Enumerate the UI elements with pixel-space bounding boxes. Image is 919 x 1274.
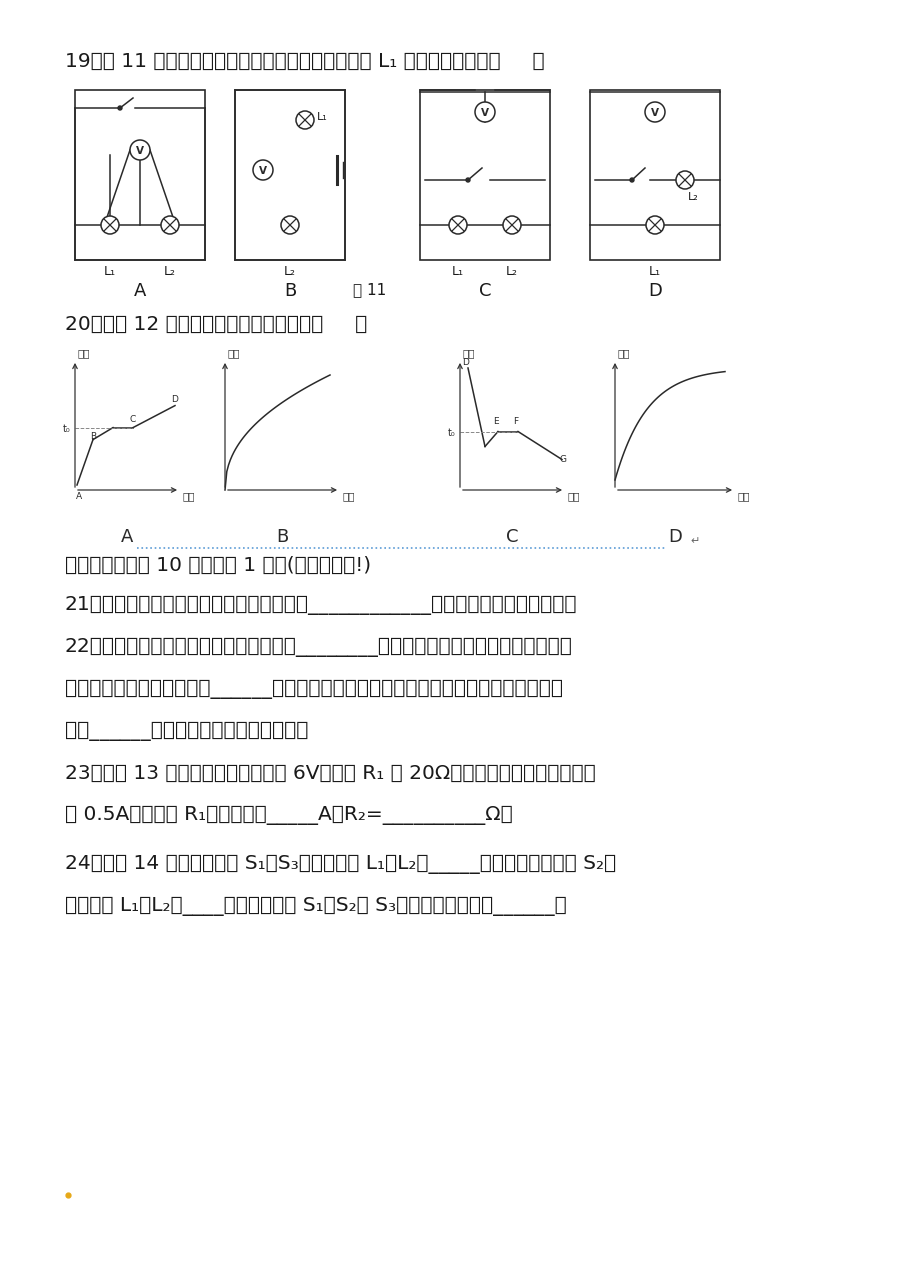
Text: L₁: L₁: [104, 265, 116, 278]
Text: C: C: [130, 414, 136, 423]
Circle shape: [161, 217, 179, 234]
Text: 温度: 温度: [78, 348, 90, 358]
Text: C: C: [478, 282, 491, 299]
Text: D: D: [667, 527, 681, 547]
Text: 时间: 时间: [183, 490, 196, 501]
Text: E: E: [493, 417, 498, 426]
Text: D: D: [462, 358, 469, 367]
Circle shape: [630, 178, 633, 182]
Text: 24、如图 14 所示，当开关 S₁、S₃闭合时，灯 L₁、L₂是_____联的，当只有开关 S₂闭: 24、如图 14 所示，当开关 S₁、S₃闭合时，灯 L₁、L₂是_____联的…: [65, 855, 616, 874]
Text: 时要______热，菜窖内的温度不致太低。: 时要______热，菜窖内的温度不致太低。: [65, 722, 308, 741]
Text: L₁: L₁: [317, 112, 327, 122]
Text: 21、用砂轮磨刀具，刀具会发烫，这是利用____________的形式来改变刀具的内能。: 21、用砂轮磨刀具，刀具会发烫，这是利用____________的形式来改变刀具…: [65, 596, 577, 615]
Text: A: A: [133, 282, 146, 299]
Text: G: G: [559, 455, 566, 464]
Text: D: D: [647, 282, 661, 299]
Text: F: F: [513, 417, 518, 426]
Text: L₂: L₂: [164, 265, 176, 278]
Text: V: V: [481, 107, 489, 117]
Text: V: V: [651, 107, 658, 117]
Text: C: C: [505, 527, 517, 547]
Text: 为 0.5A，则通过 R₁的电流等于_____A，R₂=__________Ω。: 为 0.5A，则通过 R₁的电流等于_____A，R₂=__________Ω。: [65, 806, 512, 826]
Text: 合时，灯 L₁、L₂是____联的，当开关 S₁、S₂、 S₃闭合时，电路发生______。: 合时，灯 L₁、L₂是____联的，当开关 S₁、S₂、 S₃闭合时，电路发生_…: [65, 897, 566, 916]
Circle shape: [466, 178, 470, 182]
Text: L₂: L₂: [284, 265, 296, 278]
Text: A: A: [76, 492, 82, 501]
Circle shape: [253, 161, 273, 180]
Text: B: B: [276, 527, 288, 547]
Text: 二、填空题（共 10 分，每空 1 分）(嘿！我能行!): 二、填空题（共 10 分，每空 1 分）(嘿！我能行!): [65, 555, 370, 575]
Text: 20、如图 12 下列图像是晶体熔化图像是（     ）: 20、如图 12 下列图像是晶体熔化图像是（ ）: [65, 315, 367, 334]
Text: ↵: ↵: [689, 536, 698, 547]
Text: 温度: 温度: [462, 348, 475, 358]
Text: 温度: 温度: [228, 348, 240, 358]
Circle shape: [118, 106, 122, 110]
Circle shape: [280, 217, 299, 234]
Bar: [420, 90, 550, 260]
Text: D: D: [171, 395, 178, 404]
Text: 温度: 温度: [618, 348, 630, 358]
Text: t₀: t₀: [448, 428, 456, 437]
Text: L₁: L₁: [648, 265, 660, 278]
Circle shape: [101, 217, 119, 234]
Text: B: B: [90, 432, 96, 441]
Text: 时间: 时间: [567, 490, 580, 501]
Text: V: V: [259, 166, 267, 176]
Text: L₂: L₂: [687, 192, 698, 203]
Bar: [234, 90, 345, 260]
Text: t₀: t₀: [63, 423, 71, 433]
Circle shape: [644, 102, 664, 122]
Bar: [589, 90, 720, 260]
Text: 图 11: 图 11: [353, 282, 386, 297]
Circle shape: [448, 217, 467, 234]
Text: B: B: [284, 282, 296, 299]
Circle shape: [474, 102, 494, 122]
Text: L₂: L₂: [505, 265, 517, 278]
Text: 户上白色的冰花，这是属于______现象．北方的冬天，常在菜窖里放几桶水，这是利用水: 户上白色的冰花，这是属于______现象．北方的冬天，常在菜窖里放几桶水，这是利…: [65, 680, 562, 699]
Text: 23、如图 13 所示，已知电源电压为 6V，电阻 R₁ 为 20Ω。闭合开关后，电流表示数: 23、如图 13 所示，已知电源电压为 6V，电阻 R₁ 为 20Ω。闭合开关后…: [65, 764, 596, 784]
Text: 时间: 时间: [343, 490, 355, 501]
Text: L₁: L₁: [451, 265, 463, 278]
Text: 19、图 11 的各电路图中，开关闭合后，电压表能测 L₁ 灯两端电压的是（     ）: 19、图 11 的各电路图中，开关闭合后，电压表能测 L₁ 灯两端电压的是（ ）: [65, 52, 544, 71]
Circle shape: [503, 217, 520, 234]
Circle shape: [130, 140, 150, 161]
Circle shape: [645, 217, 664, 234]
Text: 22、早晨，室外的花草上的小露珠，这是________现象；寒冷的冬天，清晨起床看到窗: 22、早晨，室外的花草上的小露珠，这是________现象；寒冷的冬天，清晨起床…: [65, 638, 573, 657]
Text: A: A: [120, 527, 133, 547]
Bar: [75, 90, 205, 260]
Text: 时间: 时间: [737, 490, 750, 501]
Circle shape: [296, 111, 313, 129]
Text: V: V: [136, 145, 144, 155]
Circle shape: [675, 171, 693, 189]
